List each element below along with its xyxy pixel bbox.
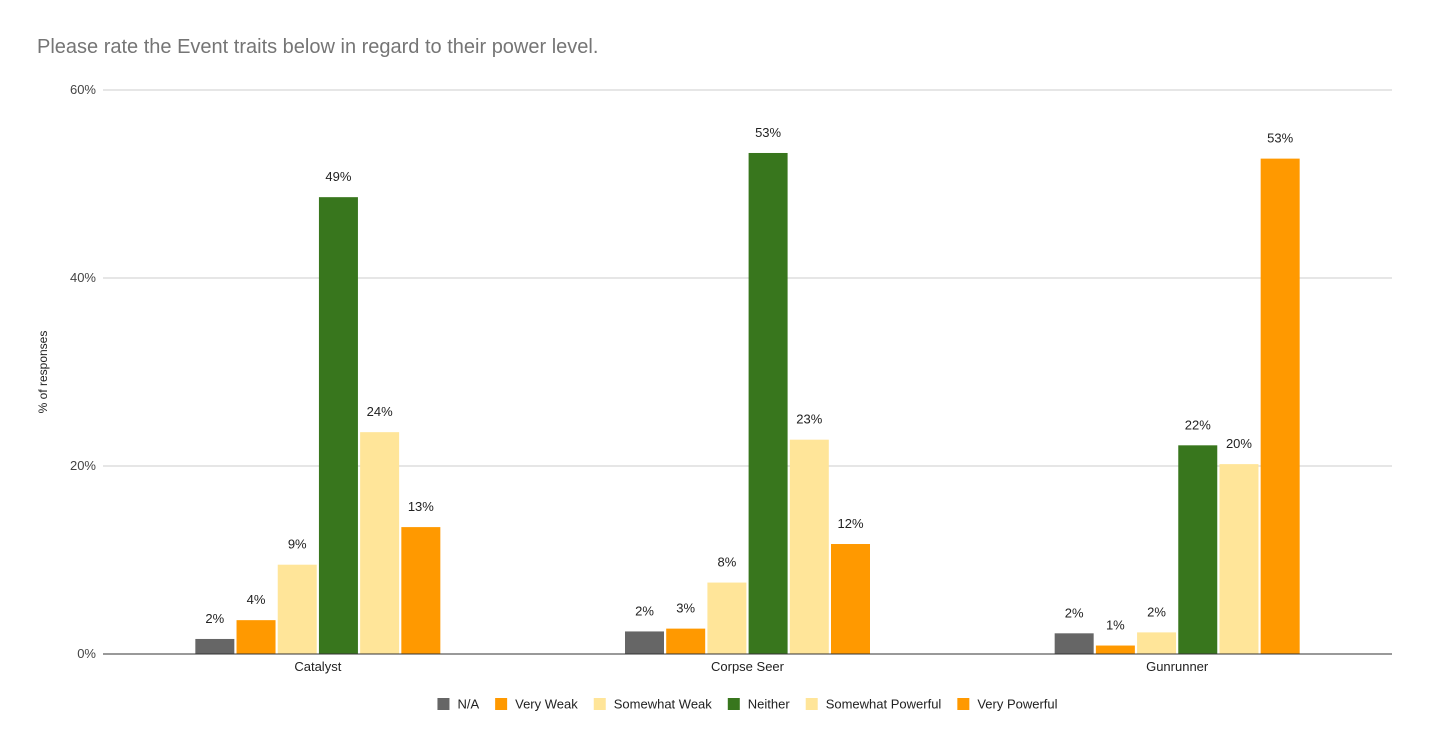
data-label: 24% [367,404,393,419]
data-label: 2% [635,603,654,618]
legend-label: Very Powerful [977,697,1057,712]
x-tick-label: Gunrunner [1146,659,1209,674]
bar [1137,632,1177,654]
data-label: 9% [288,537,307,552]
bar [1219,464,1259,654]
legend-swatch [727,698,740,710]
bar [277,564,317,654]
data-label: 49% [325,169,351,184]
data-label: 12% [837,516,863,531]
legend-swatch [495,698,508,710]
y-tick-label: 0% [77,646,96,661]
x-tick-label: Corpse Seer [711,659,785,674]
bar [707,582,747,654]
data-label: 53% [1267,131,1293,146]
bar [360,432,400,654]
bar [625,631,664,654]
data-label: 3% [676,601,695,616]
bar [1054,633,1094,654]
legend-item: Somewhat Powerful [805,697,942,712]
bar [748,152,788,655]
bar [318,197,358,654]
bar [401,527,441,654]
data-label: 13% [408,499,434,514]
data-label: 22% [1185,417,1211,432]
bar [789,439,829,654]
y-tick-label: 40% [70,270,96,285]
legend-swatch [437,698,450,710]
data-label: 8% [718,555,737,570]
y-tick-label: 60% [70,82,96,97]
legend-label: Somewhat Powerful [826,697,942,712]
legend-item: N/A [437,697,479,712]
legend-label: Very Weak [515,697,578,712]
legend-label: N/A [457,697,479,712]
data-label: 2% [1065,605,1084,620]
legend-item: Very Weak [495,697,578,712]
bar [236,620,276,654]
data-label: 23% [796,412,822,427]
x-tick-label: Catalyst [294,659,341,674]
data-label: 53% [755,125,781,140]
legend-swatch [593,698,606,710]
bar [1178,445,1218,654]
y-axis-label: % of responses [36,331,50,414]
bar [666,628,706,654]
chart-title: Please rate the Event traits below in re… [37,36,599,58]
legend-swatch [957,698,970,710]
legend-label: Somewhat Weak [614,697,713,712]
bar [831,544,870,654]
bar [1095,645,1135,654]
legend-swatch [805,698,818,710]
data-label: 20% [1226,436,1252,451]
y-tick-label: 20% [70,458,96,473]
legend-item: Neither [727,697,791,712]
data-label: 2% [1147,604,1166,619]
data-label: 1% [1106,618,1125,633]
legend-label: Neither [748,697,791,712]
data-label: 4% [247,592,266,607]
data-label: 2% [205,611,224,626]
legend-item: Somewhat Weak [593,697,713,712]
legend-item: Very Powerful [957,697,1058,712]
bar [195,638,235,654]
bar [1260,158,1300,654]
